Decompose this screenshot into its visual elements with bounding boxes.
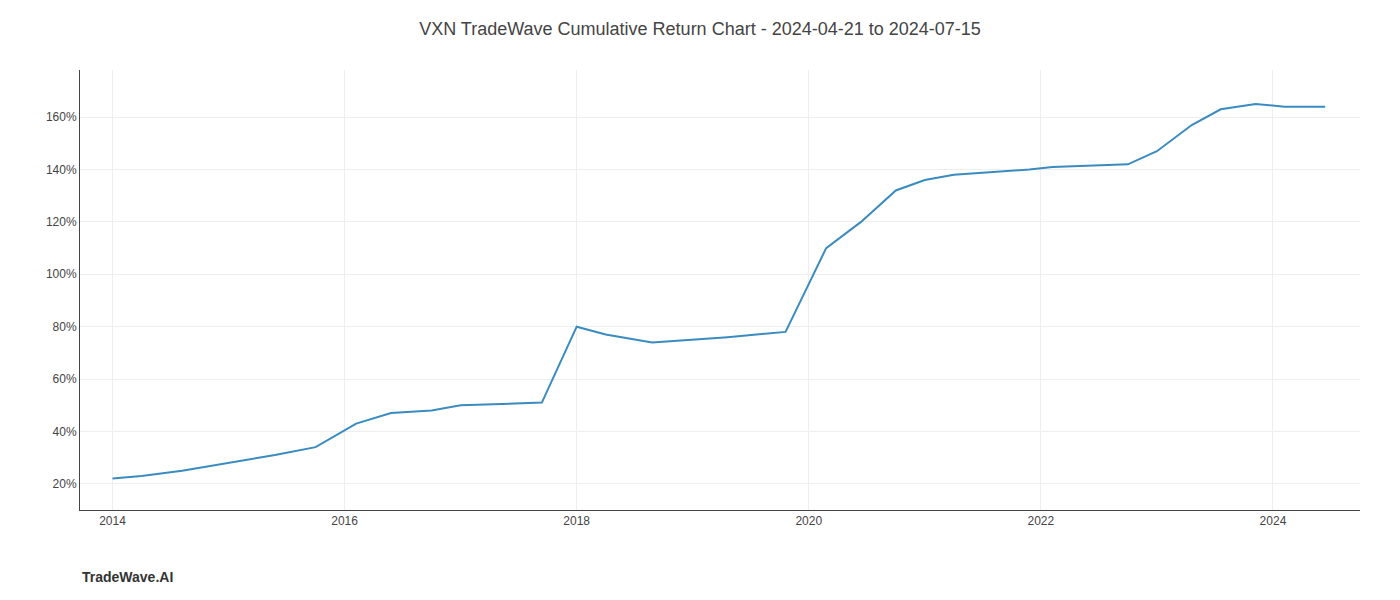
- svg-text:2022: 2022: [1028, 514, 1055, 528]
- svg-text:2020: 2020: [795, 514, 822, 528]
- svg-text:140%: 140%: [46, 163, 77, 177]
- svg-text:TradeWave.AI: TradeWave.AI: [82, 569, 173, 585]
- svg-text:2016: 2016: [331, 514, 358, 528]
- svg-text:40%: 40%: [53, 425, 77, 439]
- svg-text:20%: 20%: [53, 477, 77, 491]
- svg-text:2018: 2018: [563, 514, 590, 528]
- svg-text:VXN TradeWave Cumulative Retur: VXN TradeWave Cumulative Return Chart - …: [419, 19, 981, 39]
- svg-text:120%: 120%: [46, 215, 77, 229]
- svg-text:160%: 160%: [46, 110, 77, 124]
- svg-text:60%: 60%: [53, 372, 77, 386]
- svg-text:2014: 2014: [99, 514, 126, 528]
- svg-text:2024: 2024: [1260, 514, 1287, 528]
- svg-text:100%: 100%: [46, 267, 77, 281]
- svg-text:80%: 80%: [53, 320, 77, 334]
